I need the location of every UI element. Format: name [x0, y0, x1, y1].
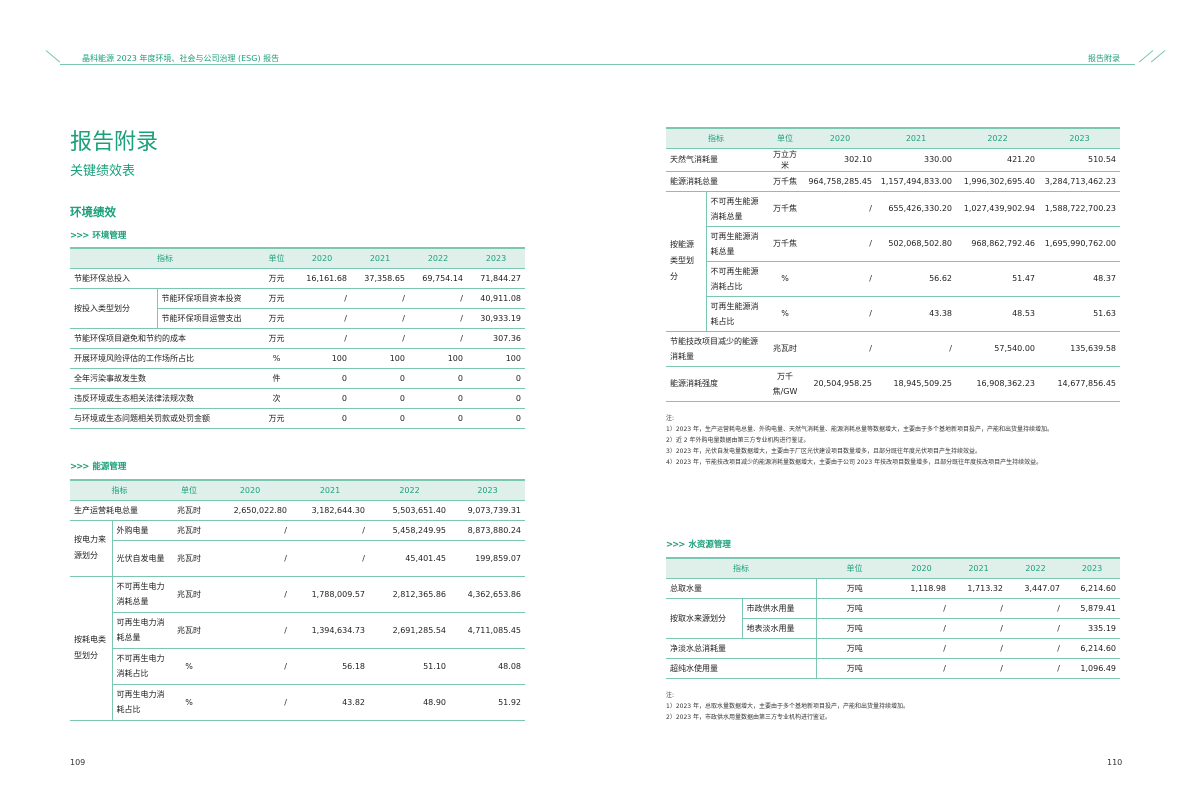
table-row: 不可再生电力消耗占比 % / 56.18 51.10 48.08	[70, 648, 525, 685]
table-row: 开展环境风险评估的工作场所占比 % 100 100 100 100	[70, 348, 525, 369]
table-header-row: 指标 单位 2020 2021 2022 2023	[70, 480, 525, 501]
water-mgmt-heading: >>> 水资源管理	[666, 540, 731, 550]
arrow-icon: >>>	[666, 540, 685, 550]
table-row: 按投入类型划分 节能环保项目资本投资 万元 / / / 40,911.08	[70, 288, 525, 329]
table-row: 可再生能源消耗占比 % / 43.38 48.53 51.63	[666, 296, 1120, 332]
table-row: 地表淡水用量 万吨 / / / 335.19	[666, 618, 1120, 639]
table-row: 按取水来源划分 市政供水用量 万吨 / / / 5,879.41	[666, 598, 1120, 639]
table-row: 节能环保项目避免和节约的成本 万元 / / / 307.36	[70, 328, 525, 349]
water-notes: 注: 1）2023 年，总取水量数据增大，主要由于多个基地新项目投产，产能和出货…	[666, 692, 909, 721]
table-row: 净淡水总消耗量 万吨 / / / 6,214.60	[666, 638, 1120, 659]
page-number-left: 109	[70, 758, 86, 767]
table-row: 能源消耗强度 万千焦/GW 20,504,958.25 18,945,509.2…	[666, 366, 1120, 402]
page-title: 报告附录	[70, 130, 159, 155]
water-mgmt-table: 指标 单位 2020 2021 2022 2023 总取水量 万吨 1,118.…	[666, 557, 1120, 679]
table-row: 天然气消耗量 万立方米 302.10 330.00 421.20 510.54	[666, 148, 1120, 172]
env-mgmt-table: 指标 单位 2020 2021 2022 2023 节能环保总投入 万元 16,…	[70, 247, 525, 429]
energy-notes: 注: 1）2023 年，生产运营耗电总量、外购电量、天然气消耗量、能源消耗总量等…	[666, 415, 1053, 466]
table-row: 全年污染事故发生数 件 0 0 0 0	[70, 368, 525, 389]
table-row: 超纯水使用量 万吨 / / / 1,096.49	[666, 658, 1120, 679]
table-row: 不可再生能源消耗占比 % / 56.62 51.47 48.37	[666, 261, 1120, 297]
table-row: 总取水量 万吨 1,118.98 1,713.32 3,447.07 6,214…	[666, 578, 1120, 599]
sub-title: 关键绩效表	[70, 164, 136, 179]
table-header-row: 指标 单位 2020 2021 2022 2023	[666, 558, 1120, 579]
header-decor-left	[45, 50, 61, 63]
table-row: 可再生能源消耗总量 万千焦 / 502,068,502.80 968,862,7…	[666, 226, 1120, 262]
table-row: 节能环保总投入 万元 16,161.68 37,358.65 69,754.14…	[70, 268, 525, 289]
energy-mgmt-heading: >>> 能源管理	[70, 462, 127, 472]
env-mgmt-heading: >>> 环境管理	[70, 231, 127, 241]
table-row: 按能源类型划分 不可再生能源消耗总量 万千焦 / 655,426,330.20 …	[666, 191, 1120, 332]
table-header-row: 指标 单位 2020 2021 2022 2023	[70, 248, 525, 269]
table-row: 生产运营耗电总量 兆瓦时 2,650,022.80 3,182,644.30 5…	[70, 500, 525, 521]
arrow-icon: >>>	[70, 231, 89, 241]
section-header-title: 报告附录	[1088, 54, 1120, 63]
table-row: 按耗电类型划分 不可再生电力消耗总量 兆瓦时 / 1,788,009.57 2,…	[70, 576, 525, 721]
arrow-icon: >>>	[70, 462, 89, 472]
table-row: 违反环境或生态相关法律法规次数 次 0 0 0 0	[70, 388, 525, 409]
report-header-title: 晶科能源 2023 年度环境、社会与公司治理 (ESG) 报告	[82, 54, 280, 63]
page-number-right: 110	[1107, 758, 1123, 767]
table-row: 光伏自发电量 兆瓦时 / / 45,401.45 199,859.07	[70, 540, 525, 577]
table-header-row: 指标 单位 2020 2021 2022 2023	[666, 128, 1120, 149]
energy-cont-table: 指标 单位 2020 2021 2022 2023 天然气消耗量 万立方米 30…	[666, 127, 1120, 402]
energy-mgmt-table: 指标 单位 2020 2021 2022 2023 生产运营耗电总量 兆瓦时 2…	[70, 479, 525, 721]
table-row: 节能环保项目运营支出 万元 / / / 30,933.19	[70, 308, 525, 329]
section-title: 环境绩效	[70, 205, 116, 219]
table-row: 能源消耗总量 万千焦 964,758,285.45 1,157,494,833.…	[666, 171, 1120, 192]
table-row: 节能技改项目减少的能源消耗量 兆瓦时 / / 57,540.00 135,639…	[666, 331, 1120, 367]
table-row: 可再生电力消耗总量 兆瓦时 / 1,394,634.73 2,691,285.5…	[70, 612, 525, 649]
table-row: 可再生电力消耗占比 % / 43.82 48.90 51.92	[70, 684, 525, 721]
header-decor-right-2	[1150, 50, 1166, 63]
table-row: 与环境或生态问题相关罚款或处罚金额 万元 0 0 0 0	[70, 408, 525, 429]
table-row: 按电力来源划分 外购电量 兆瓦时 / / 5,458,249.95 8,873,…	[70, 520, 525, 577]
header-rule	[60, 64, 1135, 65]
